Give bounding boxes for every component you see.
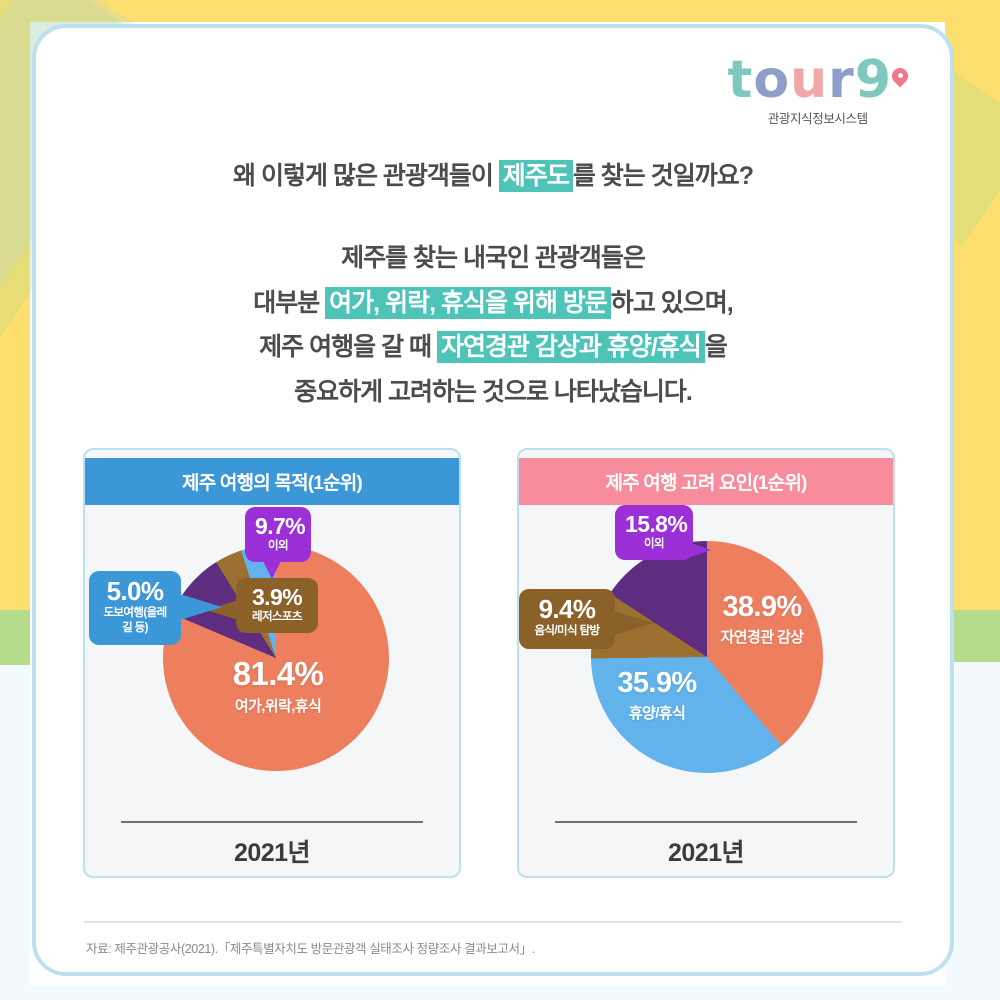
background-band-yellow-left — [0, 0, 30, 610]
body-line-2-before: 대부분 — [253, 288, 326, 317]
headline-text-after: 를 찾는 것일까요? — [572, 162, 754, 190]
body-line-4: 중요하게 고려하는 것으로 나타났습니다. — [36, 370, 950, 415]
logo-subtitle: 관광지식정보시스템 — [767, 112, 868, 127]
chart-card-purpose: 제주 여행의 목적(1순위) 81.4% 여가,위락,휴식 9.7% 이외 3.… — [83, 448, 461, 878]
chart-title-factors: 제주 여행 고려 요인(1순위) — [519, 458, 893, 505]
chart-year-factors: 2021년 — [667, 839, 745, 867]
background-band-yellow-top — [0, 0, 1000, 22]
pie-callout-other-right: 15.8% 이외 — [615, 505, 693, 560]
pie-callout-walking-tour: 5.0% 도보여행(올레길 등) — [89, 571, 181, 646]
background-band-pale-left — [0, 665, 30, 1000]
map-pin-icon — [888, 64, 912, 90]
logo-letter-u: u — [790, 50, 827, 110]
body-highlight-purpose: 여가, 위락, 휴식을 위해 방문 — [325, 286, 611, 319]
footer-divider — [84, 921, 902, 923]
chart-card-factors: 제주 여행 고려 요인(1순위) 38.9% 자연경관 감상 35.9% 휴양/… — [517, 448, 895, 878]
pie-callout-tail-walking-tour — [180, 594, 222, 620]
chart-footer-rule — [121, 821, 423, 823]
logo-letter-r: r — [828, 50, 854, 110]
brand-logo[interactable]: t o u r 9 관광지식정보시스템 — [727, 50, 912, 127]
pie-callout-food-tour: 9.4% 음식/미식 탐방 — [519, 589, 615, 649]
pie-slice-label-rest: 35.9% 휴양/휴식 — [617, 667, 697, 722]
infographic-card: t o u r 9 관광지식정보시스템 왜 이렇게 많은 관광객들이 제주도 를 … — [32, 24, 954, 976]
background-band-green-right — [945, 610, 1000, 662]
chart-footer-rule — [555, 821, 857, 823]
logo-letter-t: t — [727, 50, 753, 110]
chart-plot-factors: 38.9% 자연경관 감상 35.9% 휴양/휴식 9.4% 음식/미식 탐방 … — [519, 505, 893, 821]
pie-slice-label-scenery: 38.9% 자연경관 감상 — [720, 591, 804, 646]
background-band-pale-bottom — [0, 986, 1000, 1000]
body-highlight-factors: 자연경관 감상과 휴양/휴식 — [436, 331, 705, 363]
pie-callout-leisure-sports: 3.9% 레저스포츠 — [236, 578, 318, 633]
headline-text-before: 왜 이렇게 많은 관광객들이 — [233, 162, 499, 190]
body-line-4-text: 중요하게 고려하는 것으로 나타났습니다. — [294, 377, 693, 406]
logo-letter-9: 9 — [854, 50, 891, 110]
background-band-green-left — [0, 610, 30, 665]
pie-callout-other-left: 9.7% 이외 — [245, 507, 311, 562]
body-line-3-after: 을 — [704, 333, 728, 361]
body-line-2: 대부분 여가, 위락, 휴식을 위해 방문 하고 있으며, — [36, 281, 950, 326]
logo-letter-o: o — [753, 50, 789, 110]
headline-highlight-jeju: 제주도 — [498, 160, 573, 192]
page-headline: 왜 이렇게 많은 관광객들이 제주도 를 찾는 것일까요? — [36, 156, 950, 192]
pie-callout-tail-other-left — [263, 561, 281, 579]
background-band-yellow-right — [945, 0, 1000, 610]
body-copy: 제주를 찾는 내국인 관광객들은 대부분 여가, 위락, 휴식을 위해 방문 하고… — [36, 236, 950, 414]
source-note: 자료: 제주관광공사(2021).「제주특별자치도 방문관광객 실태조사 정량조… — [86, 942, 535, 956]
pie-chart-factors — [591, 541, 823, 773]
pie-callout-tail-food-tour — [614, 611, 654, 635]
logo-wordmark: t o u r 9 — [727, 50, 912, 110]
pie-callout-tail-other-right — [685, 541, 711, 559]
body-line-1-text: 제주를 찾는 내국인 관광객들은 — [341, 244, 646, 272]
chart-footer-purpose: 2021년 — [85, 821, 459, 876]
body-line-1: 제주를 찾는 내국인 관광객들은 — [36, 236, 950, 281]
body-line-2-after: 하고 있으며, — [610, 288, 734, 317]
chart-plot-purpose: 81.4% 여가,위락,휴식 9.7% 이외 3.9% 레저스포츠 5.0% 도… — [85, 505, 459, 821]
body-line-3: 제주 여행을 갈 때 자연경관 감상과 휴양/휴식 을 — [36, 325, 950, 370]
body-line-3-before: 제주 여행을 갈 때 — [259, 333, 437, 361]
chart-year-purpose: 2021년 — [233, 839, 311, 867]
pie-slice-label-leisure: 81.4% 여가,위락,휴식 — [232, 655, 324, 715]
chart-title-purpose: 제주 여행의 목적(1순위) — [85, 458, 459, 505]
background-band-pale-right — [945, 662, 1000, 1000]
chart-footer-factors: 2021년 — [519, 821, 893, 876]
